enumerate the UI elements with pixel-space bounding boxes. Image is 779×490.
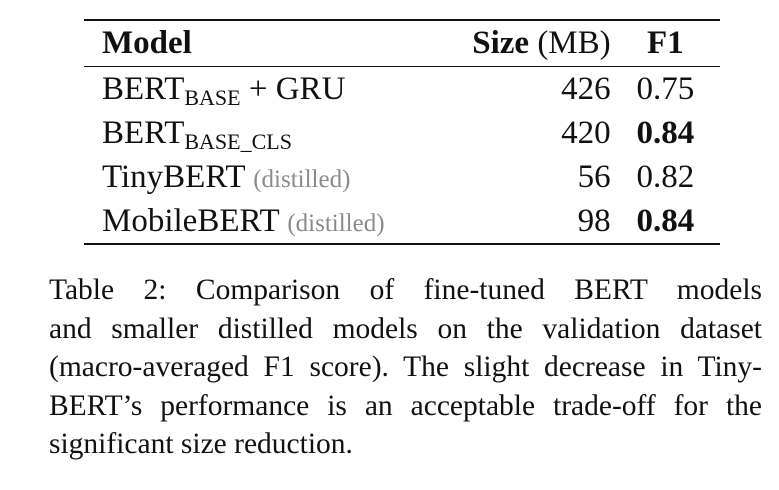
header-model: Model [102, 25, 192, 61]
model-note: (distilled) [287, 209, 385, 237]
table-caption: Table 2: Comparison of fine-tuned BERT m… [49, 271, 762, 464]
cell-size: 420 [561, 114, 611, 151]
table-header-row: Model Size (MB) F1 [84, 20, 720, 67]
results-table-container: Model Size (MB) F1 BERTBASE + GRU 426 0.… [84, 19, 720, 245]
model-subscript: BASE [184, 84, 241, 110]
table-row: BERTBASE_CLS 420 0.84 [84, 111, 720, 155]
model-name: BERT [102, 114, 185, 151]
model-note: (distilled) [253, 165, 351, 193]
cell-model: BERTBASE_CLS [84, 111, 427, 155]
table-row: MobileBERT (distilled) 98 0.84 [84, 199, 720, 244]
cell-f1: 0.84 [636, 202, 695, 239]
header-size: Size (MB) [427, 20, 611, 67]
cell-f1: 0.84 [636, 114, 695, 151]
header-size-unit: (MB) [529, 25, 611, 61]
header-f1: F1 [646, 25, 684, 61]
cell-model: TinyBERT (distilled) [84, 155, 427, 199]
table-row: BERTBASE + GRU 426 0.75 [84, 67, 720, 112]
caption-line: significant size reduction. [49, 428, 353, 460]
cell-model: BERTBASE + GRU [84, 67, 427, 112]
cell-f1: 0.82 [636, 158, 695, 195]
cell-model: MobileBERT (distilled) [84, 199, 427, 244]
cell-size: 98 [577, 202, 611, 239]
caption-line: (macro-averaged F1 score). The slight de… [49, 351, 762, 383]
cell-f1: 0.75 [636, 70, 695, 107]
model-name: BERT [102, 70, 185, 107]
caption-line: Table 2: Comparison of fine-tuned BERT m… [49, 274, 762, 306]
cell-size: 426 [561, 70, 611, 107]
caption-line: BERT’s performance is an acceptable trad… [49, 389, 762, 422]
caption-line: and smaller distilled models on the vali… [49, 312, 762, 345]
model-name: TinyBERT [102, 158, 245, 195]
cell-size: 56 [577, 158, 611, 195]
model-subscript: BASE_CLS [184, 128, 292, 154]
header-size-label: Size [472, 25, 530, 61]
table-row: TinyBERT (distilled) 56 0.82 [84, 155, 720, 199]
results-table: Model Size (MB) F1 BERTBASE + GRU 426 0.… [84, 19, 720, 245]
model-name: MobileBERT [102, 202, 280, 239]
model-suffix: + GRU [240, 70, 346, 107]
